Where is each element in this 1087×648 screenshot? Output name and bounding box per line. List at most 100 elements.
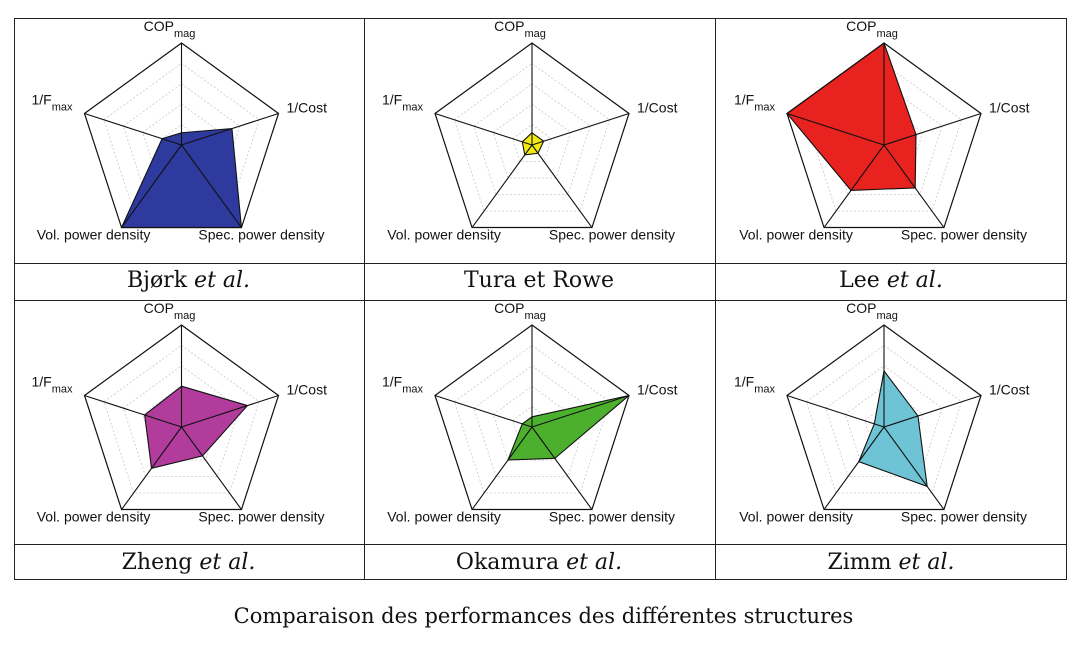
radar-spoke (84, 112, 182, 146)
axis-label-fmax: 1/Fmax (31, 91, 73, 113)
panel-caption: Bjørk et al. (14, 268, 363, 293)
radar-chart: COPmag 1/Cost Spec. power density Vol. powe… (382, 18, 678, 243)
radar-chart: COPmag 1/Cost Spec. power density Vol. powe… (31, 18, 328, 243)
axis-label-vol-power: Vol. power density (37, 509, 151, 525)
axis-label-fmax: 1/Fmax (734, 91, 776, 113)
radar-spoke (883, 112, 982, 146)
radar-chart: COPmag 1/Cost Spec. power density Vol. powe… (734, 300, 1030, 525)
axis-label-spec-power: Spec. power density (198, 227, 324, 243)
radar-outer-ring (83, 324, 280, 511)
panel-caption: Okamura et al. (364, 550, 714, 575)
panel-caption: Tura et Rowe (364, 268, 714, 293)
radar-spoke (883, 426, 945, 510)
panel-caption-name: Tura et Rowe (464, 268, 614, 293)
radar-spoke (823, 144, 885, 228)
axis-label-vol-power: Vol. power density (387, 227, 501, 243)
comparison-grid (14, 18, 1067, 580)
panel-caption: Zheng et al. (14, 550, 363, 575)
panel-caption-name: Okamura (455, 550, 560, 575)
axis-label-spec-power: Spec. power density (549, 227, 675, 243)
grid-divider-vertical (715, 19, 716, 579)
axis-label-spec-power: Spec. power density (549, 509, 675, 525)
grid-divider-horizontal (15, 263, 1066, 264)
axis-label-vol-power: Vol. power density (739, 509, 853, 525)
figure-caption: Comparaison des performances des différe… (233, 604, 854, 628)
radar-spoke (434, 394, 533, 428)
axis-label-cost: 1/Cost (637, 99, 678, 115)
panel-caption-suffix: et al. (194, 268, 251, 293)
radar-spoke (531, 426, 593, 510)
radar-spoke (471, 426, 533, 510)
radar-data-area (507, 394, 630, 461)
radar-data-area (786, 42, 917, 191)
grid-divider-vertical (364, 19, 365, 579)
radar-panel: COPmag 1/Cost Spec. power density Vol. powe… (14, 300, 363, 581)
radar-chart: COPmag 1/Cost Spec. power density Vol. powe… (31, 300, 328, 525)
radar-panel: COPmag 1/Cost Spec. power density Vol. powe… (364, 18, 714, 299)
panel-caption-suffix: et al. (199, 550, 256, 575)
radar-spoke (181, 394, 279, 428)
radar-spoke (471, 144, 533, 228)
panel-caption-name: Zimm (827, 550, 892, 575)
radar-spoke (883, 144, 945, 228)
axis-label-vol-power: Vol. power density (387, 509, 501, 525)
axis-label-cop: COPmag (144, 18, 196, 40)
axis-label-cost: 1/Cost (637, 381, 678, 397)
radar-outer-ring (434, 324, 630, 511)
radar-spoke (434, 112, 533, 146)
radar-chart: COPmag 1/Cost Spec. power density Vol. powe… (382, 300, 678, 525)
panel-caption: Lee et al. (715, 268, 1067, 293)
axis-label-spec-power: Spec. power density (198, 509, 324, 525)
radar-spoke (786, 394, 885, 428)
radar-outer-ring (83, 42, 280, 229)
grid-divider-horizontal (15, 300, 1066, 301)
radar-spoke (531, 394, 630, 428)
radar-spoke (531, 144, 593, 228)
axis-label-vol-power: Vol. power density (739, 227, 853, 243)
axis-label-fmax: 1/Fmax (31, 373, 73, 395)
radar-outer-ring (786, 42, 982, 229)
panel-caption-suffix: et al. (886, 268, 943, 293)
panel-caption-suffix: et al. (566, 550, 623, 575)
radar-spoke (181, 112, 279, 146)
axis-label-cop: COPmag (846, 18, 898, 40)
axis-label-cost: 1/Cost (287, 381, 328, 397)
radar-panel: COPmag 1/Cost Spec. power density Vol. powe… (14, 18, 363, 299)
radar-spoke (883, 394, 982, 428)
radar-spoke (786, 112, 885, 146)
radar-spoke (121, 144, 182, 228)
radar-data-area (144, 385, 249, 469)
grid-divider-horizontal (15, 544, 1066, 545)
panel-caption-name: Bjørk (126, 268, 188, 293)
axis-label-cost: 1/Cost (989, 99, 1030, 115)
radar-outer-ring (786, 324, 982, 511)
radar-outer-ring (434, 42, 630, 229)
radar-spoke (181, 144, 242, 228)
axis-label-cost: 1/Cost (287, 99, 328, 115)
radar-spoke (84, 394, 182, 428)
axis-label-fmax: 1/Fmax (382, 373, 424, 395)
radar-data-area (521, 132, 545, 156)
axis-label-cop: COPmag (144, 300, 196, 322)
panel-caption-suffix: et al. (898, 550, 955, 575)
panel-caption-name: Lee (839, 268, 880, 293)
panel-caption-name: Zheng (121, 550, 193, 575)
radar-chart: COPmag 1/Cost Spec. power density Vol. powe… (734, 18, 1030, 243)
axis-label-cop: COPmag (846, 300, 898, 322)
radar-spoke (121, 426, 182, 510)
radar-panel: COPmag 1/Cost Spec. power density Vol. powe… (715, 18, 1067, 299)
radar-spoke (823, 426, 885, 510)
radar-data-area (858, 369, 928, 488)
axis-label-spec-power: Spec. power density (901, 227, 1027, 243)
radar-panel: COPmag 1/Cost Spec. power density Vol. powe… (364, 300, 714, 581)
axis-label-cop: COPmag (494, 300, 546, 322)
axis-label-fmax: 1/Fmax (734, 373, 776, 395)
axis-label-cost: 1/Cost (989, 381, 1030, 397)
radar-panel: COPmag 1/Cost Spec. power density Vol. powe… (715, 300, 1067, 581)
panel-caption: Zimm et al. (715, 550, 1067, 575)
radar-spoke (181, 426, 242, 510)
axis-label-vol-power: Vol. power density (37, 227, 151, 243)
radar-spoke (531, 112, 630, 146)
axis-label-spec-power: Spec. power density (901, 509, 1027, 525)
axis-label-cop: COPmag (494, 18, 546, 40)
